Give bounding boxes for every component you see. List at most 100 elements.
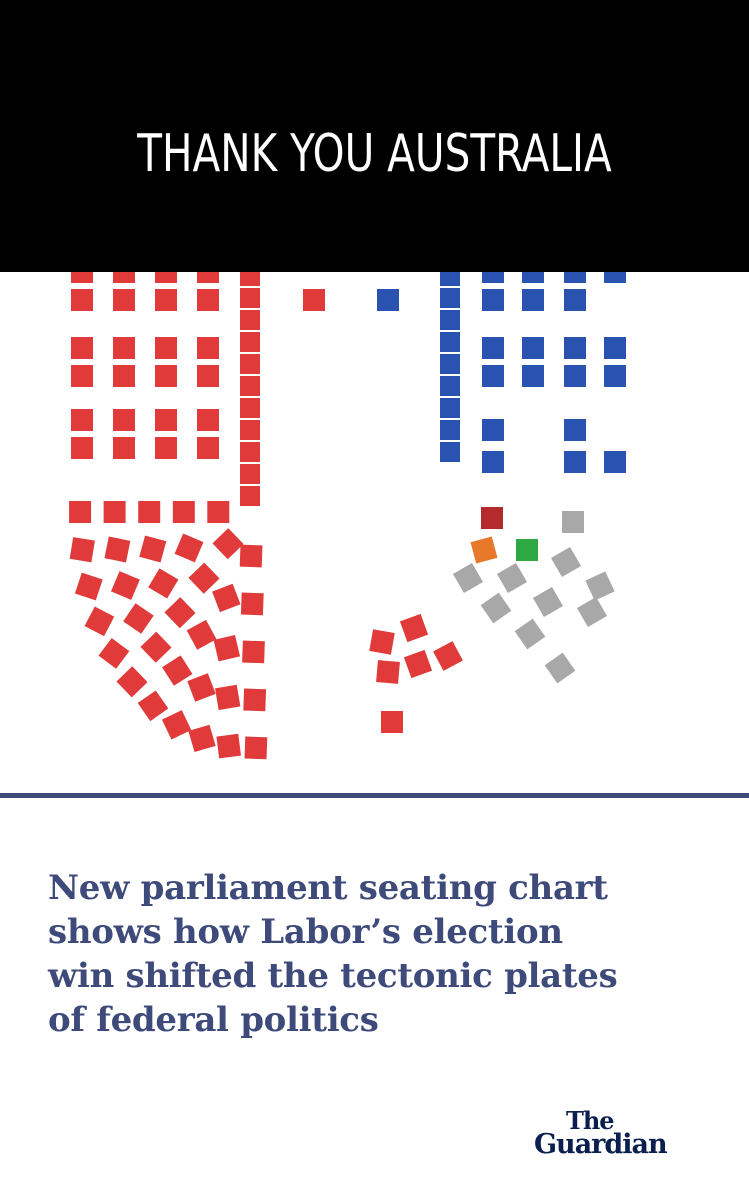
- logo-name: Guardian: [534, 1129, 668, 1160]
- seat: [376, 660, 400, 684]
- divider: [0, 793, 749, 798]
- seat: [148, 568, 179, 599]
- seat: [113, 409, 135, 431]
- seat: [564, 272, 586, 283]
- seat: [240, 310, 260, 330]
- seat: [243, 688, 267, 712]
- seat: [440, 310, 460, 330]
- seat: [550, 546, 582, 578]
- seat: [123, 603, 154, 634]
- seat: [215, 684, 241, 711]
- seat: [104, 536, 131, 563]
- seat: [71, 409, 93, 431]
- seat: [482, 272, 504, 283]
- seat: [440, 376, 460, 396]
- seat: [155, 365, 177, 387]
- seat: [197, 337, 219, 359]
- seat: [604, 337, 626, 359]
- seat: [110, 571, 140, 600]
- seat: [576, 596, 608, 628]
- seat: [564, 419, 586, 441]
- seat: [440, 332, 460, 352]
- seat: [84, 606, 115, 637]
- seat: [71, 272, 93, 283]
- headline-line: shows how Labor’s election: [48, 912, 563, 952]
- seat: [213, 634, 241, 662]
- seat: [155, 337, 177, 359]
- seat: [155, 437, 177, 459]
- seat: [544, 652, 576, 684]
- seat: [482, 289, 504, 311]
- seat: [522, 365, 544, 387]
- seat: [139, 535, 167, 563]
- seat: [188, 562, 220, 594]
- seating-chart: [69, 272, 626, 760]
- seat: [197, 272, 219, 283]
- seat: [197, 409, 219, 431]
- seat: [562, 511, 584, 533]
- seat: [482, 337, 504, 359]
- seat: [440, 420, 460, 440]
- seat: [604, 451, 626, 473]
- headline-line: New parliament seating chart: [48, 868, 608, 908]
- seat: [239, 544, 263, 568]
- seat: [240, 442, 260, 462]
- seat: [212, 583, 241, 613]
- seat: [244, 736, 268, 760]
- seat: [585, 571, 615, 601]
- seat: [482, 419, 504, 441]
- seat: [496, 562, 528, 594]
- seat: [155, 289, 177, 311]
- seat: [240, 376, 260, 396]
- seat: [522, 289, 544, 311]
- seat: [470, 536, 498, 564]
- seat: [482, 365, 504, 387]
- seat: [433, 641, 463, 671]
- seat: [522, 337, 544, 359]
- seat: [71, 365, 93, 387]
- seat: [482, 451, 504, 473]
- seat: [186, 619, 217, 650]
- seat: [240, 398, 260, 418]
- seat: [480, 592, 512, 624]
- seat: [516, 539, 538, 561]
- guardian-logo: The Guardian: [534, 1108, 694, 1160]
- seat: [303, 289, 325, 311]
- seat: [155, 272, 177, 283]
- seat: [481, 507, 503, 529]
- seat: [162, 655, 193, 686]
- seat: [452, 562, 484, 594]
- seat: [197, 365, 219, 387]
- seat: [113, 289, 135, 311]
- headline-line: win shifted the tectonic plates: [48, 956, 618, 996]
- seat: [174, 533, 204, 563]
- seat: [113, 437, 135, 459]
- seat: [188, 724, 216, 753]
- seat: [440, 442, 460, 462]
- seat: [440, 288, 460, 308]
- seat: [140, 631, 172, 663]
- seat: [138, 501, 161, 523]
- seat: [240, 288, 260, 308]
- seat: [440, 398, 460, 418]
- seat: [240, 420, 260, 440]
- seat: [564, 289, 586, 311]
- seat: [522, 272, 544, 283]
- seat: [172, 501, 195, 523]
- seat: [440, 272, 460, 286]
- headline-line: of federal politics: [48, 1000, 379, 1040]
- seat: [197, 289, 219, 311]
- headline: New parliament seating chart shows how L…: [48, 866, 728, 1042]
- seat: [240, 332, 260, 352]
- seat: [377, 289, 399, 311]
- seat: [113, 365, 135, 387]
- seat: [399, 613, 429, 643]
- seat: [564, 337, 586, 359]
- seat: [137, 690, 169, 722]
- seat: [71, 437, 93, 459]
- seat: [103, 501, 126, 523]
- seat: [604, 272, 626, 283]
- seat: [240, 354, 260, 374]
- seat: [240, 272, 260, 286]
- seat: [381, 711, 403, 733]
